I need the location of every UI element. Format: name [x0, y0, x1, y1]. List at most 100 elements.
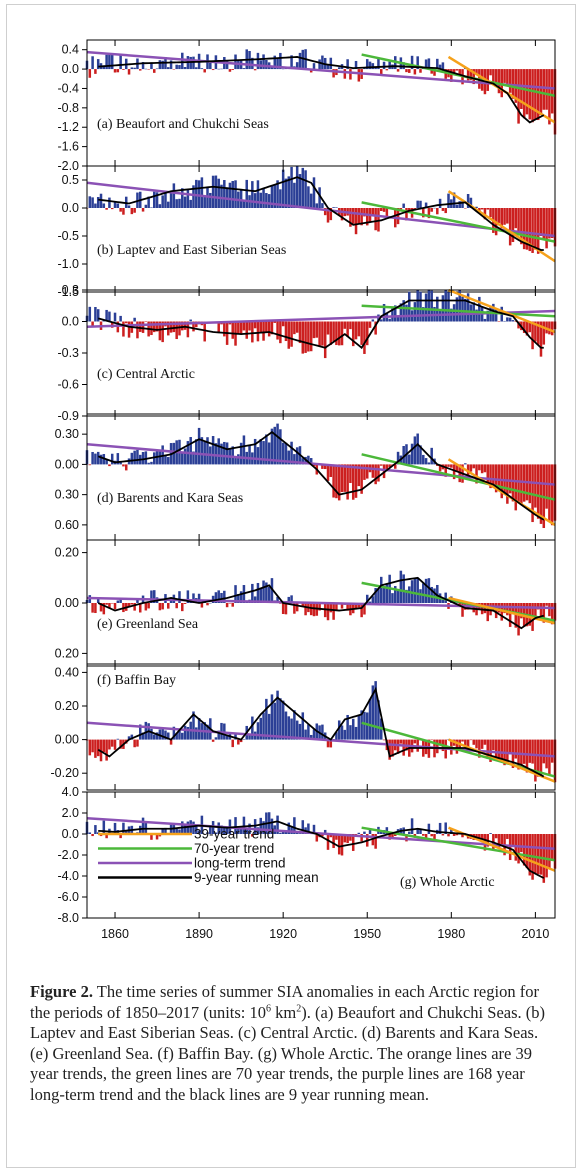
bar-5-1973 [430, 586, 433, 603]
bar-3-1945 [351, 321, 355, 347]
bar-5-1952 [371, 596, 375, 603]
bar-2-2006 [522, 208, 526, 250]
bar-2-1948 [360, 208, 363, 226]
bar-3-1867 [133, 317, 136, 322]
bar-5-1965 [408, 586, 411, 603]
bar-4-1961 [396, 451, 400, 465]
bar-5-1901 [228, 603, 232, 604]
bar-5-1853 [94, 603, 97, 614]
bar-5-1964 [405, 589, 408, 603]
bar-5-1856 [102, 603, 106, 615]
bar-4-1991 [480, 464, 484, 474]
bar-3-1881 [172, 321, 176, 333]
panel-frame-7 [86, 791, 556, 919]
bar-1-1877 [161, 60, 164, 70]
bar-7-1911 [256, 827, 260, 834]
bar-4-1957 [385, 464, 389, 471]
bar-2-1925 [295, 165, 299, 208]
bar-5-1871 [144, 603, 148, 611]
bar-3-1943 [346, 321, 349, 337]
bar-1-2000 [506, 69, 509, 84]
bar-3-1918 [276, 321, 279, 340]
bar-5-1910 [253, 596, 257, 603]
ytick-label-3-1: 0.0 [62, 315, 79, 329]
bar-7-1885 [183, 823, 187, 834]
bar-6-1856 [102, 739, 106, 753]
bar-7-1997 [497, 834, 501, 849]
bar-7-1922 [287, 822, 291, 834]
bar-6-1871 [144, 721, 148, 740]
bar-5-1888 [192, 593, 195, 603]
bar-6-2010 [534, 739, 537, 782]
bar-6-1857 [105, 739, 108, 761]
bar-7-1903 [234, 817, 237, 834]
bar-6-1861 [116, 738, 120, 740]
bar-7-1949 [363, 831, 366, 834]
ytick-label-6-2: 0.00 [55, 733, 79, 747]
bar-2-1909 [251, 181, 254, 208]
bar-5-1982 [455, 602, 459, 604]
bar-1-2014 [545, 69, 548, 110]
bar-5-1956 [382, 586, 386, 603]
bar-4-2011 [536, 464, 540, 519]
ytick-label-5-1: 0.00 [55, 596, 79, 610]
bar-7-1977 [441, 834, 445, 836]
bar-3-1869 [138, 321, 142, 332]
bar-7-1991 [480, 834, 484, 840]
bar-2-1998 [500, 208, 504, 229]
legend-label-1: 70-year trend [194, 841, 274, 856]
bar-1-1975 [436, 58, 439, 70]
bar-1-1897 [217, 68, 220, 70]
bar-2-1950 [365, 208, 369, 226]
bar-1-1873 [150, 63, 153, 70]
bar-1-1988 [472, 69, 475, 85]
ytick-label-7-0: 4.0 [62, 785, 79, 799]
ytick-label-1-1: 0.0 [62, 62, 79, 76]
bar-5-1939 [335, 603, 338, 610]
bar-7-1932 [315, 834, 319, 842]
bar-2-1971 [424, 202, 428, 208]
bar-1-2010 [534, 69, 537, 120]
bar-7-1981 [452, 834, 456, 836]
bar-5-2008 [528, 603, 532, 626]
bar-2-1852 [91, 197, 94, 208]
bar-6-1904 [237, 739, 240, 745]
bar-2-1858 [108, 197, 111, 208]
bar-2-1856 [102, 203, 106, 208]
bar-7-1946 [354, 834, 358, 835]
bar-5-1962 [399, 570, 403, 603]
bar-4-1980 [450, 464, 453, 468]
bar-2-1911 [256, 180, 260, 208]
bar-6-1991 [480, 739, 484, 749]
bar-2-1979 [447, 193, 450, 208]
bar-7-1907 [245, 829, 248, 834]
bar-3-1871 [144, 321, 148, 322]
bar-4-1905 [239, 442, 243, 465]
bar-4-1921 [284, 442, 288, 465]
bar-3-1983 [458, 289, 461, 322]
bar-2-1955 [379, 208, 383, 211]
bar-1-2001 [508, 69, 512, 93]
bar-1-1983 [458, 69, 461, 77]
bar-2-1879 [167, 201, 170, 208]
bar-1-1856 [102, 65, 106, 70]
bar-4-1970 [422, 454, 425, 465]
bar-1-1944 [349, 69, 352, 80]
bar-1-1995 [492, 69, 495, 83]
bar-4-1893 [206, 437, 209, 465]
ytick-label-4-3: 0.60 [55, 518, 79, 532]
bar-6-2016 [550, 739, 554, 763]
bar-4-2008 [528, 464, 532, 504]
panel-frame-4 [86, 413, 556, 541]
bar-2-2014 [545, 208, 548, 249]
bar-7-1902 [231, 834, 234, 836]
bar-2-2000 [506, 208, 509, 224]
bar-2-1945 [351, 208, 355, 224]
bar-6-1931 [312, 729, 316, 740]
ytick-label-3-3: -0.6 [57, 378, 79, 392]
trend-39-line-3 [448, 288, 556, 334]
bar-7-1904 [237, 827, 240, 834]
bar-7-1998 [500, 834, 504, 846]
bar-2-1885 [183, 196, 187, 208]
bar-5-1876 [158, 603, 162, 611]
